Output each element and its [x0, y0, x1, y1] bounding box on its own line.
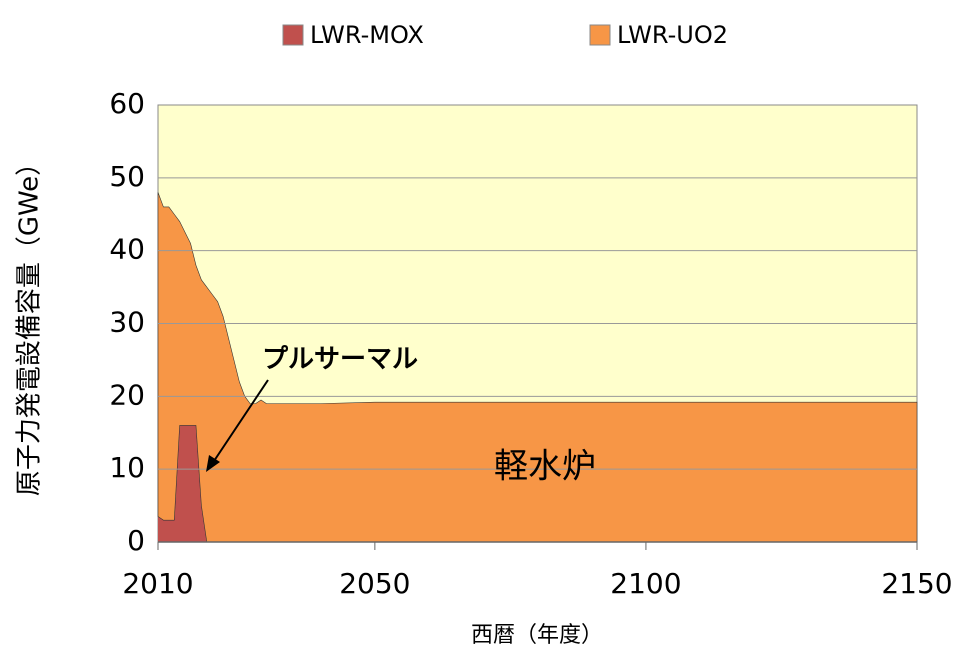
arrow-line — [211, 379, 269, 465]
x-tick-label: 2050 — [339, 567, 410, 600]
annotation: プルサーマル — [262, 345, 418, 375]
y-tick-label: 40 — [109, 233, 145, 266]
arrow-head — [206, 455, 220, 472]
y-axis-label: 原子力発電設備容量（GWe） — [15, 150, 45, 496]
x-tick-label: 2010 — [122, 567, 193, 600]
y-tick-label: 0 — [127, 524, 145, 557]
x-axis-label: 西暦（年度） — [471, 623, 603, 648]
legend-label: LWR-UO2 — [617, 21, 728, 49]
y-tick-label: 10 — [109, 451, 145, 484]
x-tick-label: 2150 — [881, 567, 952, 600]
legend-swatch — [282, 24, 304, 46]
y-tick-label: 50 — [109, 160, 145, 193]
y-tick-label: 30 — [109, 306, 145, 339]
y-tick-label: 60 — [109, 87, 145, 120]
x-tick-label: 2100 — [610, 567, 681, 600]
y-tick-label: 20 — [109, 378, 145, 411]
annotation: 軽水炉 — [494, 447, 596, 487]
legend-swatch — [589, 24, 611, 46]
legend-label: LWR-MOX — [310, 21, 424, 49]
